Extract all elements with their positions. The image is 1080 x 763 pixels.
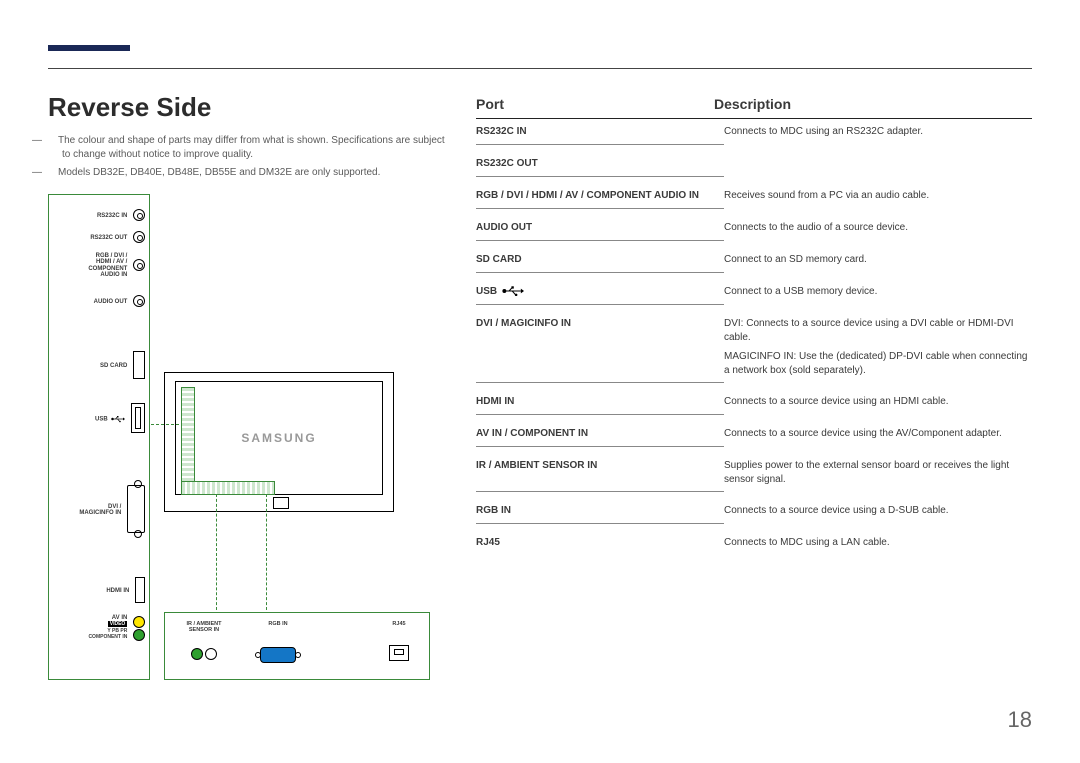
usb-icon (502, 286, 524, 296)
jack-icon (133, 295, 145, 307)
port-cell: SD CARD (476, 253, 724, 273)
desc-cell: Connects to MDC using an RS232C adapter. (724, 125, 1032, 145)
port-label: RS232C IN (73, 213, 127, 219)
port-cell: RJ45 (476, 536, 724, 556)
port-ir-sensor: IR / AMBIENT SENSOR IN (175, 621, 233, 665)
table-row: RS232C OUT (476, 151, 1032, 183)
table-row: RGB / DVI / HDMI / AV / COMPONENT AUDIO … (476, 183, 1032, 215)
port-sdcard: SD CARD (53, 351, 145, 381)
table-row: HDMI IN Connects to a source device usin… (476, 389, 1032, 421)
port-cell: HDMI IN (476, 395, 724, 415)
jack-icon (133, 259, 145, 271)
horizontal-port-strip: IR / AMBIENT SENSOR IN RGB IN RJ45 (164, 612, 430, 680)
page-number: 18 (1008, 707, 1032, 733)
table-row: RJ45 Connects to MDC using a LAN cable. (476, 530, 1032, 562)
port-cell: RS232C OUT (476, 157, 724, 177)
port-usb: USB (53, 403, 145, 435)
port-cell: AUDIO OUT (476, 221, 724, 241)
header-accent-bar (48, 45, 130, 51)
connector-line (266, 494, 267, 610)
table-row: DVI / MAGICINFO IN DVI: Connects to a so… (476, 311, 1032, 389)
port-hdmi: HDMI IN (53, 577, 145, 605)
usb-icon (111, 415, 125, 423)
table-row: AUDIO OUT Connects to the audio of a sou… (476, 215, 1032, 247)
header-rule (48, 68, 1032, 69)
port-cell: USB (476, 285, 724, 305)
table-header: Port Description (476, 96, 1032, 119)
port-label: HDMI IN (75, 588, 129, 594)
table-row: SD CARD Connect to an SD memory card. (476, 247, 1032, 279)
ir-jack-green-icon (191, 648, 203, 660)
desc-cell: Connects to a source device using the AV… (724, 427, 1032, 447)
port-region-horizontal (181, 481, 275, 495)
note-line-2: ―Models DB32E, DB40E, DB48E, DB55E and D… (48, 166, 448, 180)
port-label: RJ45 (379, 621, 419, 627)
port-rs232c-in: RS232C IN (53, 209, 145, 223)
header-description: Description (714, 96, 1032, 112)
port-audio-in: RGB / DVI / HDMI / AV / COMPONENT AUDIO … (53, 253, 145, 278)
port-cell: DVI / MAGICINFO IN (476, 317, 724, 383)
desc-cell: Connects to MDC using a LAN cable. (724, 536, 1032, 556)
port-label: RS232C OUT (73, 235, 127, 241)
av-jack-yellow-icon (133, 616, 145, 628)
port-label: RGB IN (243, 621, 313, 627)
desc-cell: Connect to a USB memory device. (724, 285, 1032, 305)
port-label: IR / AMBIENT SENSOR IN (175, 621, 233, 633)
jack-icon (133, 231, 145, 243)
samsung-logo: SAMSUNG (165, 431, 393, 445)
port-rs232c-out: RS232C OUT (53, 231, 145, 245)
hdmi-port-icon (135, 577, 145, 603)
desc-cell: Receives sound from a PC via an audio ca… (724, 189, 1032, 209)
port-cell: AV IN / COMPONENT IN (476, 427, 724, 447)
video-badge: VIDEO (108, 621, 128, 627)
port-label: AV IN VIDEO Y PB PR COMPONENT IN (73, 615, 127, 640)
usb-port-icon (131, 403, 145, 433)
page-title: Reverse Side (48, 92, 211, 123)
port-audio-out: AUDIO OUT (53, 295, 145, 309)
port-description-table: Port Description RS232C IN Connects to M… (476, 96, 1032, 562)
port-rgb-in: RGB IN (243, 621, 313, 668)
connector-line (151, 424, 179, 425)
dvi-port-icon (127, 485, 145, 533)
port-label: SD CARD (73, 363, 127, 369)
port-label: AUDIO OUT (73, 299, 127, 305)
sd-slot-icon (133, 351, 145, 379)
port-label: RGB / DVI / HDMI / AV / COMPONENT AUDIO … (73, 253, 127, 278)
rj45-port-icon (389, 645, 409, 661)
desc-cell: Connects to a source device using an HDM… (724, 395, 1032, 415)
av-jack-green-icon (133, 629, 145, 641)
connector-line (216, 494, 217, 610)
desc-cell: Supplies power to the external sensor bo… (724, 459, 1032, 492)
port-avin: AV IN VIDEO Y PB PR COMPONENT IN (53, 615, 145, 642)
port-cell: RGB / DVI / HDMI / AV / COMPONENT AUDIO … (476, 189, 724, 209)
table-row: IR / AMBIENT SENSOR IN Supplies power to… (476, 453, 1032, 498)
monitor-rear-diagram: SAMSUNG (164, 372, 394, 512)
desc-cell (724, 157, 1032, 177)
desc-cell: Connect to an SD memory card. (724, 253, 1032, 273)
port-label: DVI / MAGICINFO IN (67, 504, 121, 517)
desc-cell: Connects to a source device using a D-SU… (724, 504, 1032, 524)
table-row: RS232C IN Connects to MDC using an RS232… (476, 119, 1032, 151)
notes-block: ―The colour and shape of parts may diffe… (48, 134, 448, 184)
table-row: RGB IN Connects to a source device using… (476, 498, 1032, 530)
monitor-stand-icon (273, 497, 289, 509)
note-line-1: ―The colour and shape of parts may diffe… (48, 134, 448, 162)
table-row: AV IN / COMPONENT IN Connects to a sourc… (476, 421, 1032, 453)
desc-cell: Connects to the audio of a source device… (724, 221, 1032, 241)
port-cell: IR / AMBIENT SENSOR IN (476, 459, 724, 492)
vertical-port-strip: RS232C IN RS232C OUT RGB / DVI / HDMI / … (48, 194, 150, 680)
ir-jack-icon (205, 648, 217, 660)
desc-cell: DVI: Connects to a source device using a… (724, 317, 1032, 383)
header-port: Port (476, 96, 714, 112)
table-row: USB Connect to a USB memory device. (476, 279, 1032, 311)
port-rj45: RJ45 (379, 621, 419, 666)
port-cell: RGB IN (476, 504, 724, 524)
vga-port-icon (260, 647, 296, 663)
port-label: USB (71, 415, 125, 423)
jack-icon (133, 209, 145, 221)
port-cell: RS232C IN (476, 125, 724, 145)
port-dvi: DVI / MAGICINFO IN (53, 485, 145, 535)
